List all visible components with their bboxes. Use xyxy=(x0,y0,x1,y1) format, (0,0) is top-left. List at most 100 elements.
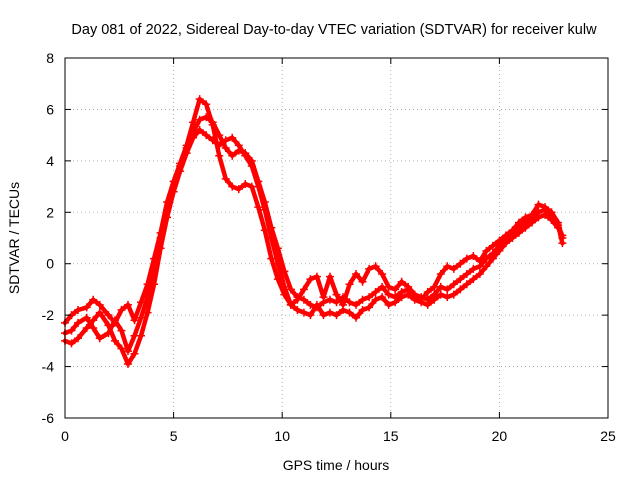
data-point xyxy=(202,100,211,109)
data-point xyxy=(123,300,132,309)
data-point xyxy=(299,285,308,294)
data-point xyxy=(74,318,83,327)
data-point xyxy=(123,360,132,368)
data-point xyxy=(208,136,217,145)
data-point xyxy=(215,141,224,150)
data-point xyxy=(117,306,126,314)
data-point xyxy=(456,275,465,284)
y-tick-label: 6 xyxy=(46,101,54,117)
data-point xyxy=(456,285,465,294)
data-point xyxy=(332,298,341,307)
data-point xyxy=(449,280,458,289)
data-point xyxy=(130,349,139,358)
data-point xyxy=(397,288,406,296)
data-point xyxy=(462,280,471,289)
data-point xyxy=(534,200,543,209)
data-point xyxy=(534,208,543,217)
data-point xyxy=(169,182,178,191)
plot-frame xyxy=(64,57,609,419)
data-point xyxy=(104,329,113,338)
data-point xyxy=(306,275,315,284)
data-point xyxy=(123,347,132,356)
data-point xyxy=(67,326,76,335)
data-point xyxy=(547,210,556,219)
data-point xyxy=(95,300,104,309)
data-point xyxy=(443,293,452,302)
data-series xyxy=(61,95,567,368)
data-point xyxy=(280,282,289,291)
data-point xyxy=(436,270,445,278)
data-point xyxy=(95,334,104,343)
data-point xyxy=(117,326,126,335)
data-point xyxy=(488,249,497,258)
data-point xyxy=(104,311,113,320)
data-point xyxy=(417,293,426,302)
data-point xyxy=(378,293,387,302)
data-point xyxy=(325,308,334,317)
data-point xyxy=(449,290,458,299)
data-point xyxy=(449,264,458,273)
data-point xyxy=(345,280,354,289)
data-point xyxy=(299,308,308,317)
data-point xyxy=(443,262,452,271)
data-point xyxy=(182,144,191,152)
data-point xyxy=(215,151,224,160)
series-trace xyxy=(62,114,565,354)
data-point xyxy=(332,311,341,320)
data-point xyxy=(410,290,419,299)
data-point xyxy=(325,295,334,304)
data-point xyxy=(558,239,567,248)
data-point xyxy=(475,262,484,271)
data-point xyxy=(267,254,276,263)
data-point xyxy=(254,203,263,212)
data-point xyxy=(286,285,295,294)
data-point xyxy=(221,174,230,183)
series-trace-c xyxy=(61,113,567,356)
data-point xyxy=(117,344,126,353)
series-trace xyxy=(62,96,565,326)
data-point xyxy=(391,293,400,302)
data-point xyxy=(352,300,361,309)
data-point xyxy=(293,293,302,302)
data-point xyxy=(325,272,334,281)
data-point xyxy=(156,234,165,242)
data-point xyxy=(195,115,204,124)
data-point xyxy=(358,306,367,314)
data-point xyxy=(469,252,478,260)
data-point xyxy=(195,126,204,134)
data-point xyxy=(312,272,321,281)
data-point xyxy=(508,228,517,237)
data-point xyxy=(436,282,445,291)
data-point xyxy=(82,303,91,312)
data-point xyxy=(130,316,139,325)
data-point xyxy=(234,146,243,155)
data-point xyxy=(234,185,243,194)
data-point xyxy=(514,223,523,232)
data-point xyxy=(423,295,432,304)
data-point xyxy=(89,324,98,332)
data-point xyxy=(469,264,478,273)
data-point xyxy=(241,149,250,158)
data-point xyxy=(176,162,185,170)
data-point xyxy=(397,277,406,286)
data-point xyxy=(110,336,119,345)
x-tick-label: 15 xyxy=(383,428,399,444)
data-point xyxy=(391,285,400,294)
data-point xyxy=(462,254,471,263)
x-axis-label: GPS time / hours xyxy=(283,457,390,473)
data-point xyxy=(378,270,387,278)
data-point xyxy=(319,298,328,307)
axis-ticks: 0 5 10 15 20 25 -6 -4 -2 0 2 4 6 8 xyxy=(42,50,616,444)
data-point xyxy=(312,303,321,312)
data-point xyxy=(462,270,471,278)
data-point xyxy=(228,182,237,191)
data-point xyxy=(423,288,432,296)
data-point xyxy=(241,180,250,188)
data-point xyxy=(541,205,550,214)
y-tick-label: -4 xyxy=(42,359,55,375)
y-tick-label: 8 xyxy=(46,50,54,66)
data-point xyxy=(74,334,83,343)
data-point xyxy=(345,308,354,317)
data-point xyxy=(482,246,491,255)
